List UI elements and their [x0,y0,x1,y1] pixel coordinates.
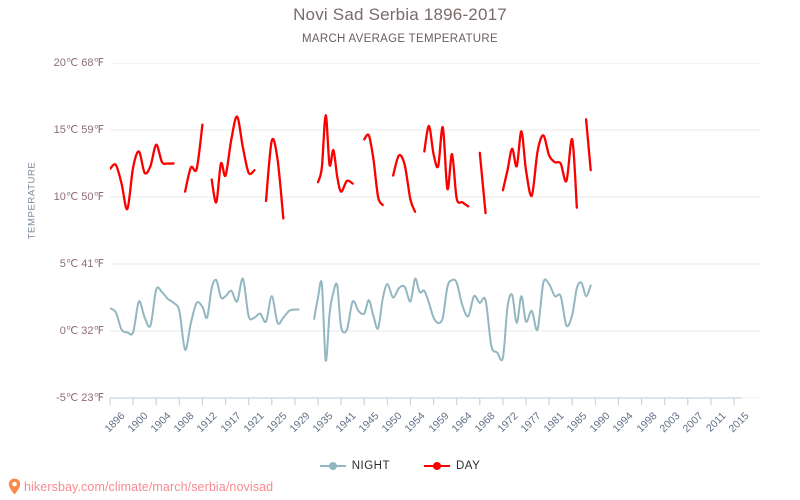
x-tick-label: 1900 [125,410,151,436]
x-tick-label: 2011 [703,410,729,435]
x-tick-label: 1941 [333,410,359,436]
y-axis-ticks: 20℃ 68℉ 15℃ 59℉ 10℃ 50℉ 5℃ 41℉ 0℃ 32℉ -5℃ 23℉ [0,0,104,420]
y-tick-label: 10℃ 50℉ [53,191,104,203]
legend-item-day[interactable]: DAY [423,460,481,472]
x-tick-label: 1964 [449,410,475,436]
x-tick-label: 1917 [218,410,244,436]
x-tick-label: 1908 [171,410,197,436]
series-night-line [110,277,592,362]
series-segment [210,115,256,204]
x-tick-label: 1994 [610,410,636,436]
map-pin-icon [8,478,21,495]
chart-legend: NIGHT DAY [0,460,800,472]
x-tick-label: 1935 [310,410,336,436]
series-segment [313,277,592,362]
y-tick-label: -5℃ 23℉ [56,392,104,404]
x-tick-label: 1990 [587,410,613,436]
x-tick-label: 1977 [518,410,544,436]
series-segment [363,133,384,207]
x-tick-label: 1985 [564,410,590,436]
x-tick-label: 1972 [495,410,521,436]
page-title: Novi Sad Serbia 1896-2017 [293,5,507,24]
legend-swatch-icon [319,461,346,471]
x-tick-label: 2015 [726,410,752,436]
x-tick-label: 1981 [541,410,567,436]
series-segment [501,130,578,209]
x-tick-label: 2007 [680,410,706,436]
series-segment [478,151,487,215]
source-watermark: hikersbay.com/climate/march/serbia/novis… [8,478,273,495]
x-tick-label: 1912 [194,410,220,436]
x-tick-label: 1921 [241,410,267,436]
gridlines [110,63,760,398]
x-tick-label: 1968 [472,410,498,436]
source-url: hikersbay.com/climate/march/serbia/novis… [24,479,274,494]
x-tick-label: 1904 [148,410,174,436]
x-tick-label: 1959 [426,410,452,436]
x-tick-label: 1925 [264,410,290,436]
y-tick-label: 15℃ 59℉ [53,124,104,136]
legend-item-night[interactable]: NIGHT [319,460,390,472]
chart-subtitle: MARCH AVERAGE TEMPERATURE [301,33,498,45]
x-tick-label: 1954 [402,410,428,436]
series-segment [264,137,285,220]
series-segment [110,143,175,211]
series-segment [183,123,204,193]
series-segment [391,153,417,213]
series-day-line [110,114,592,220]
legend-label: NIGHT [351,460,390,472]
plot-area [110,63,760,398]
x-tick-label: 1950 [379,410,405,436]
series-segment [110,277,300,351]
legend-label: DAY [455,460,481,472]
legend-swatch-icon [423,461,450,471]
x-tick-label: 2003 [657,410,683,436]
x-tick-label: 1929 [287,410,313,436]
y-tick-label: 0℃ 32℉ [59,325,104,337]
y-tick-label: 5℃ 41℉ [59,258,104,270]
x-tick-label: 1998 [634,410,660,436]
x-tick-label: 1945 [356,410,382,436]
y-tick-label: 20℃ 68℉ [53,57,104,69]
series-segment [584,118,592,172]
series-segment [423,124,470,208]
plot-svg [110,63,760,398]
series-segment [316,114,354,193]
